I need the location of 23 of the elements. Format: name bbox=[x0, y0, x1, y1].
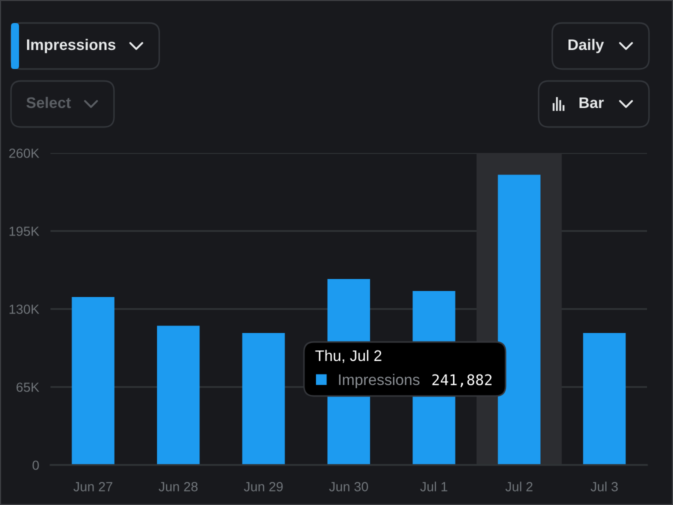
bar bbox=[583, 333, 626, 465]
x-tick-label: Jul 1 bbox=[420, 482, 448, 492]
x-tick-label: Jul 2 bbox=[505, 482, 532, 492]
x-tick-label: Jun 30 bbox=[329, 482, 368, 492]
y-tick-label: 130K bbox=[10, 304, 40, 314]
bar bbox=[242, 333, 285, 465]
x-tick-label: Jun 28 bbox=[158, 482, 198, 492]
text: Impressions bbox=[27, 38, 116, 54]
text: Select bbox=[26, 96, 71, 108]
bar bbox=[157, 326, 200, 465]
y-tick-label: 260K bbox=[9, 148, 40, 158]
text: Bar bbox=[580, 97, 604, 108]
x-tick-label: Jun 27 bbox=[74, 482, 112, 492]
annotation: Thu, Jul 2 bbox=[315, 350, 382, 363]
y-tick-label: 65K bbox=[16, 382, 40, 392]
text: Daily bbox=[568, 38, 604, 54]
y-tick-label: 0 bbox=[32, 460, 39, 470]
legend-label: Impressions bbox=[339, 374, 420, 388]
bar bbox=[72, 297, 114, 465]
y-tick-label: 195K bbox=[10, 226, 40, 236]
annotation: 241,882 bbox=[432, 374, 492, 388]
x-tick-label: Jun 29 bbox=[244, 482, 283, 492]
x-tick-label: Jul 3 bbox=[590, 482, 618, 492]
